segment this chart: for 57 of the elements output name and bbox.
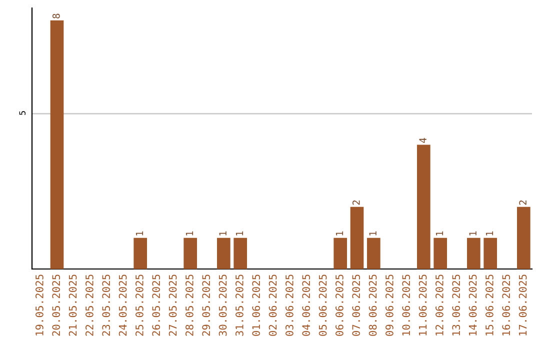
bar — [367, 238, 380, 269]
x-tick-label: 20.05.2025 — [52, 274, 60, 336]
bar — [350, 206, 364, 269]
x-tick-label: 25.05.2025 — [136, 274, 144, 336]
x-tick-label: 11.06.2025 — [418, 274, 427, 336]
x-tick-label: 10.06.2025 — [402, 274, 410, 336]
data-label: 1 — [136, 231, 144, 236]
x-tick-label: 12.06.2025 — [436, 274, 444, 336]
x-tick-label: 16.06.2025 — [502, 274, 510, 336]
data-label: 1 — [236, 231, 244, 236]
x-tick-label: 21.05.2025 — [68, 274, 77, 336]
x-tick-label: 22.05.2025 — [86, 274, 94, 336]
bar — [184, 238, 197, 269]
bar — [417, 144, 430, 269]
bar — [217, 238, 230, 269]
bar — [334, 238, 347, 269]
data-label: 1 — [486, 231, 494, 236]
x-tick-label: 30.05.2025 — [218, 274, 227, 336]
x-tick-label: 27.05.2025 — [168, 274, 177, 336]
x-tick-label: 15.06.2025 — [486, 274, 494, 336]
data-label: 1 — [369, 231, 376, 236]
x-tick-label: 02.06.2025 — [268, 274, 277, 336]
data-label: 2 — [352, 200, 360, 205]
y-tick-label: 5 — [19, 111, 26, 115]
bar — [467, 238, 480, 269]
x-tick-label: 05.06.2025 — [318, 274, 327, 336]
bar — [234, 238, 247, 269]
data-label: 1 — [469, 231, 476, 236]
data-label: 1 — [336, 231, 344, 236]
x-tick-label: 24.05.2025 — [118, 274, 127, 336]
bar — [484, 238, 497, 269]
x-tick-label: 29.05.2025 — [202, 274, 210, 336]
x-tick-label: 17.06.2025 — [518, 274, 527, 336]
data-label: 2 — [519, 200, 526, 205]
x-tick-label: 03.06.2025 — [286, 274, 294, 336]
x-tick-label: 31.05.2025 — [236, 274, 244, 336]
x-tick-label: 07.06.2025 — [352, 274, 360, 336]
bar — [434, 238, 447, 269]
x-tick-label: 23.05.2025 — [102, 274, 110, 336]
data-label: 4 — [419, 138, 426, 143]
data-label: 1 — [436, 231, 444, 236]
x-tick-label: 01.06.2025 — [252, 274, 260, 336]
data-label: 8 — [52, 14, 60, 18]
x-tick-label: 06.06.2025 — [336, 274, 344, 336]
x-tick-label: 28.05.2025 — [186, 274, 194, 336]
x-tick-label: 13.06.2025 — [452, 274, 460, 336]
bar — [50, 20, 64, 269]
x-tick-label: 04.06.2025 — [302, 274, 310, 336]
x-tick-label: 19.05.2025 — [36, 274, 44, 336]
x-tick-label: 09.06.2025 — [386, 274, 394, 336]
bar — [134, 238, 147, 269]
x-tick-label: 08.06.2025 — [368, 274, 377, 336]
bar — [517, 206, 530, 269]
x-tick-label: 26.05.2025 — [152, 274, 160, 336]
data-label: 1 — [186, 231, 194, 236]
x-tick-label: 14.06.2025 — [468, 274, 477, 336]
data-label: 1 — [219, 231, 226, 236]
